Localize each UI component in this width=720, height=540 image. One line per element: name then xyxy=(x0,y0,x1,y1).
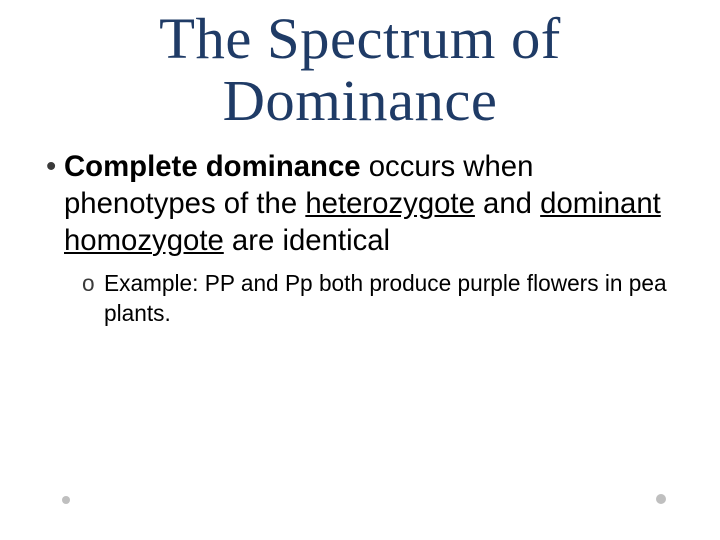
term-heterozygote: heterozygote xyxy=(305,187,475,220)
bullet-marker: • xyxy=(46,149,64,186)
decor-dot-bottom-left xyxy=(62,496,70,504)
bullet-seg-4: and xyxy=(475,187,540,220)
bullet-text: Complete dominance occurs when phenotype… xyxy=(64,149,680,259)
decor-dot-bottom-right xyxy=(656,494,666,504)
term-complete-dominance: Complete dominance xyxy=(64,150,361,183)
slide: The Spectrum of Dominance • Complete dom… xyxy=(0,0,720,540)
sub-bullet-item: o Example: PP and Pp both produce purple… xyxy=(82,269,680,328)
title-line-1: The Spectrum of xyxy=(159,6,561,71)
title-line-2: Dominance xyxy=(223,68,498,133)
sub-bullet-marker: o xyxy=(82,269,104,298)
bullet-seg-6: are identical xyxy=(224,224,390,257)
bullet-item: • Complete dominance occurs when phenoty… xyxy=(46,149,680,259)
slide-title: The Spectrum of Dominance xyxy=(40,8,680,131)
sub-bullet-text: Example: PP and Pp both produce purple f… xyxy=(104,269,680,328)
